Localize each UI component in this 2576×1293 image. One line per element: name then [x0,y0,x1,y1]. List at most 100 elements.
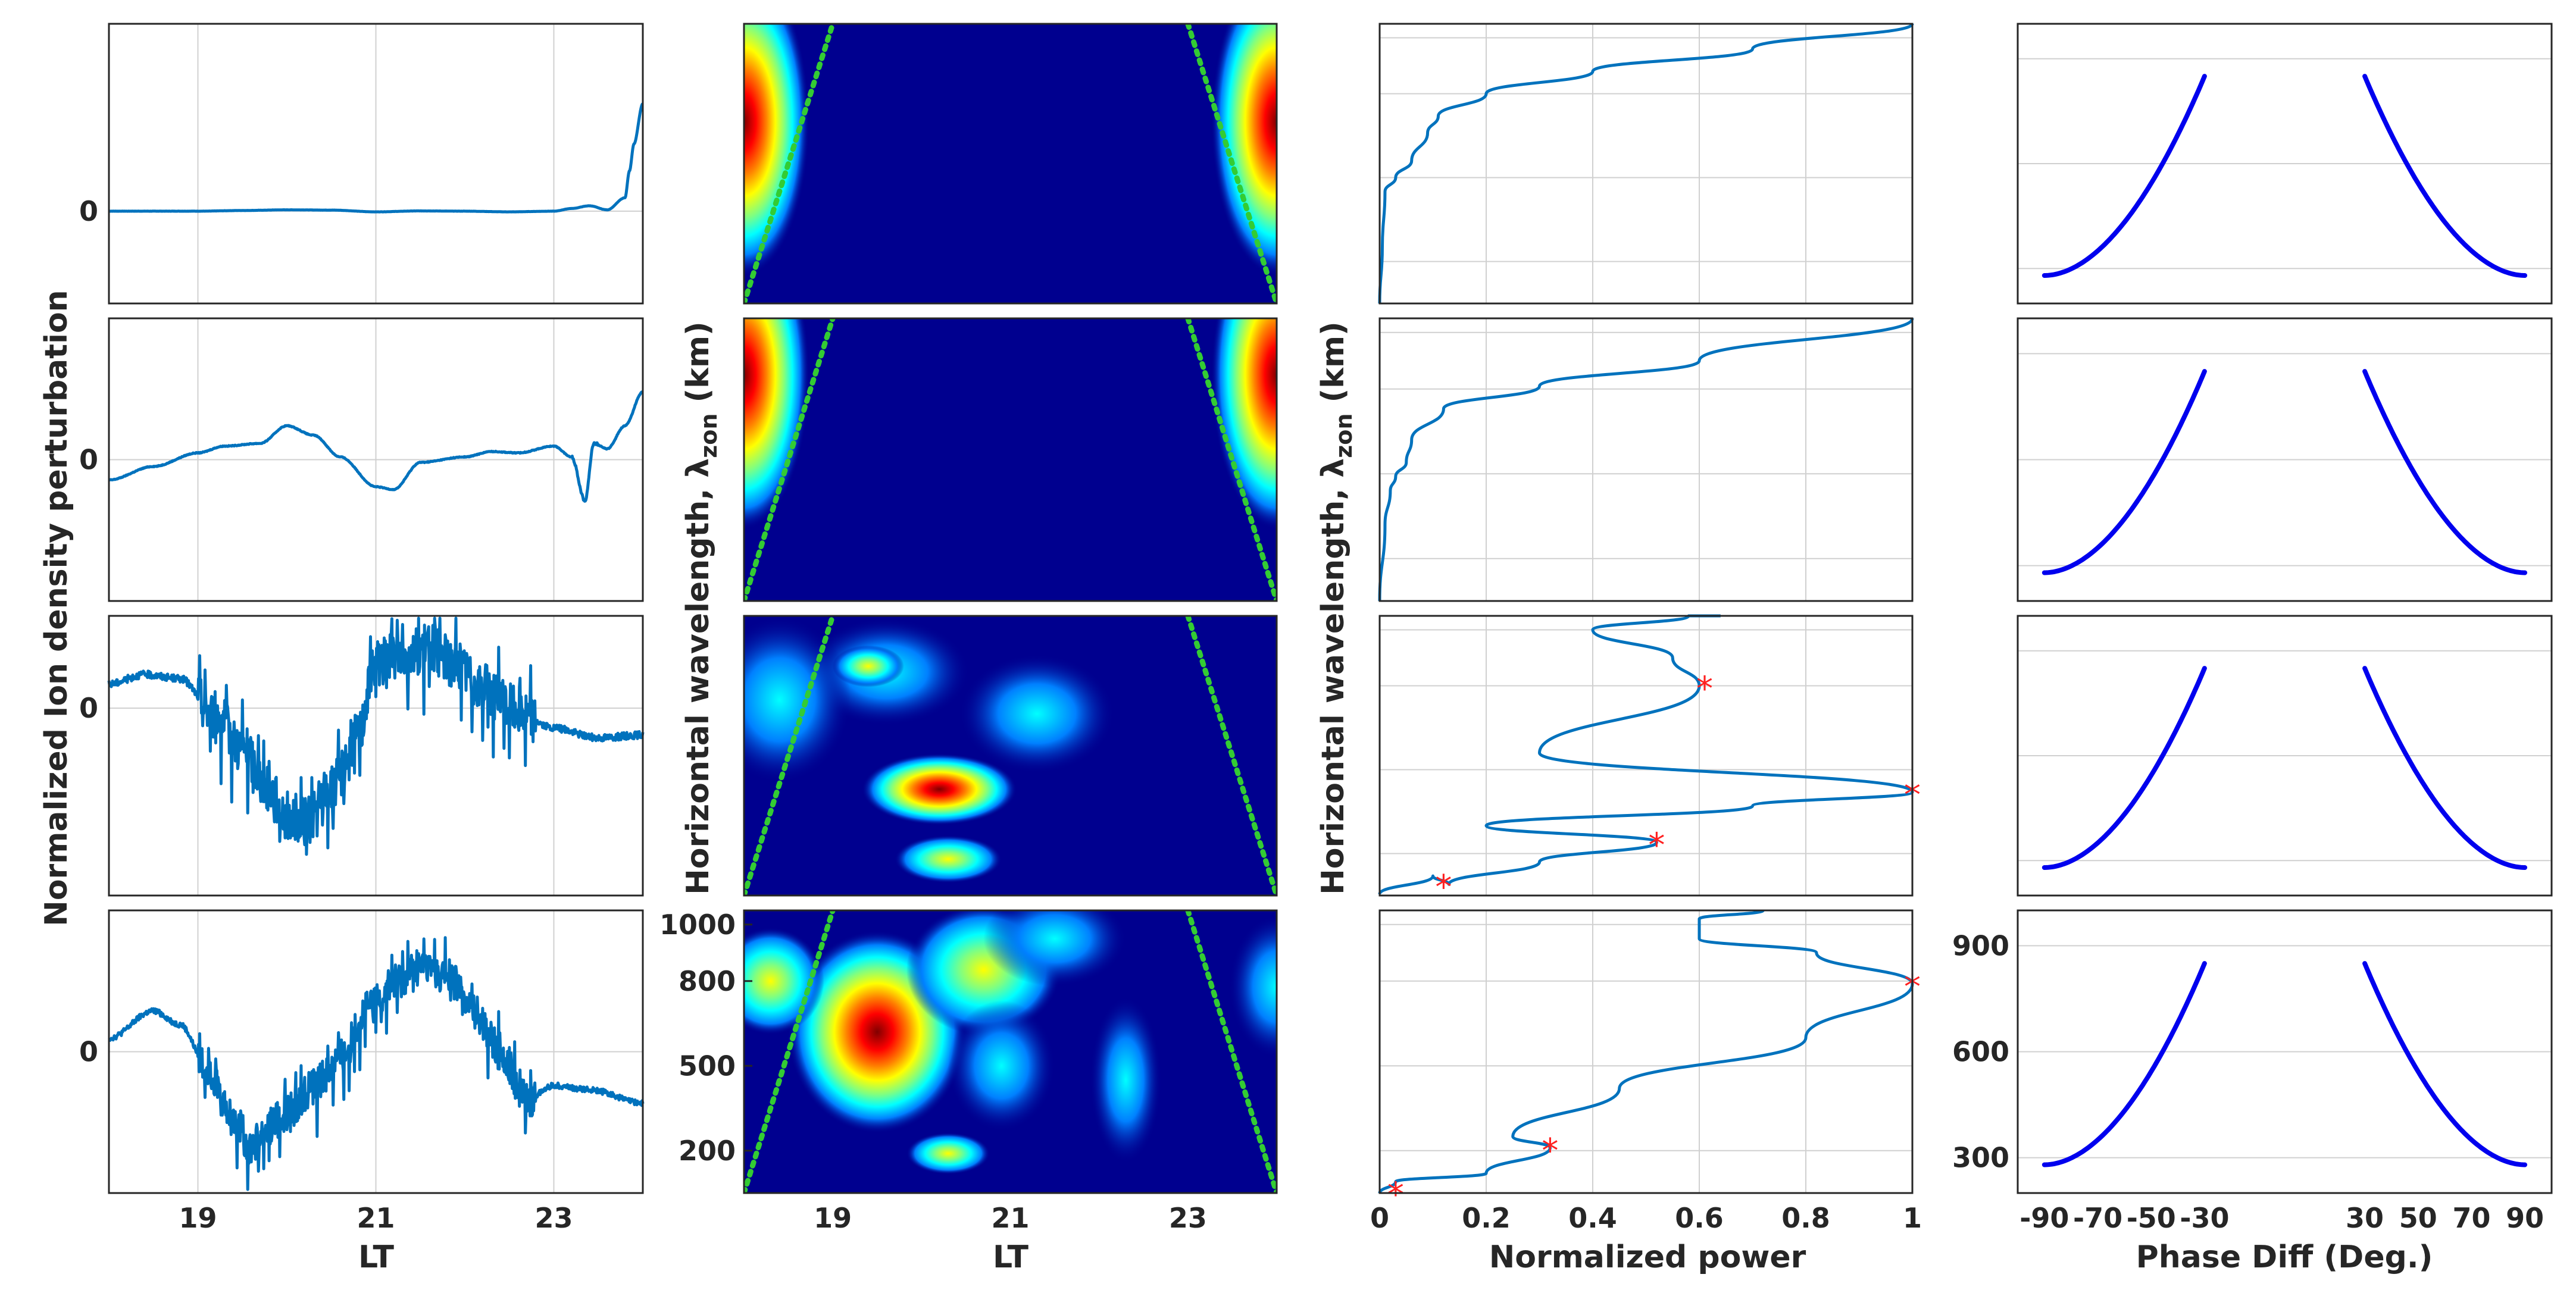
heatmap-hotspot-left [744,318,809,530]
col4-xtick-label: 50 [2399,1202,2437,1234]
col3-peak-marker: * [1387,1176,1404,1214]
col4-xlabel: Phase Diff (Deg.) [2136,1239,2433,1275]
axes-frame-c4-r3 [2017,615,2553,897]
col4-phase-curve-right [2362,961,2528,1167]
col3-ylabel-unit: (km) [1315,321,1351,413]
col2-ylabel-subscript: zon [696,414,722,458]
col2-xtick-label: 19 [814,1202,852,1234]
heatmap-hotspot-right [1211,318,1277,530]
heatmap-blob [906,1132,990,1175]
col4-phase-curve-right [2362,369,2528,575]
wavelet-heatmap-layer [744,24,1277,1193]
col4-xtick-label: -70 [2073,1202,2122,1234]
heatmap-blob [832,645,904,687]
data-layer: ******* [107,23,2528,1214]
heatmap-hotspot-left [744,24,809,277]
col4-xtick-label: -90 [2019,1202,2069,1234]
col4-phase-curve-left [2042,666,2207,870]
axes-frame-c2-r2 [743,317,1278,602]
col4-xtick-label: -30 [2180,1202,2229,1234]
cone-of-influence-right [1185,318,1277,601]
col1-signal-line [108,390,644,503]
cone-of-influence-left [744,910,836,1193]
col2-heatmap-panel [744,318,1277,601]
col3-power-line [1378,909,1914,1194]
col4-xtick-label: 30 [2346,1202,2384,1234]
heatmap-blob [895,835,1002,883]
col1-ytick-label: 0 [79,444,98,476]
col3-peak-marker: * [1648,826,1665,865]
col1-xtick-label: 21 [357,1202,395,1234]
axes-frame-c2-r3 [743,615,1278,897]
axes-frame-c2-r4 [743,909,1278,1194]
cone-of-influence-left [744,616,836,896]
col1-signal-line [108,936,645,1191]
col3-xtick-label: 0.8 [1781,1202,1830,1234]
col4-phase-curve-left [2042,369,2207,575]
col3-peak-marker: * [1696,670,1713,709]
col2-heatmap-panel [744,910,1277,1193]
col4-ytick-label: 300 [1952,1142,2009,1174]
col4-phase-curve-right [2362,666,2528,870]
col1-xtick-label: 23 [534,1202,573,1234]
col2-ylabel: Horizontal wavelength, λzon (km) [680,321,722,895]
col1-ylabel: Normalized Ion density perturbation [39,290,74,926]
col2-ytick-label: 200 [679,1135,736,1167]
heatmap-blob [1090,997,1162,1163]
axes-frame-c4-r4 [2017,909,2553,1194]
col3-peak-marker: * [1542,1132,1558,1170]
cone-of-influence-left [744,24,836,303]
col1-xtick-label: 19 [179,1202,217,1234]
col3-ylabel: Horizontal wavelength, λzon (km) [1315,321,1357,895]
col4-xtick-label: 70 [2452,1202,2490,1234]
cone-of-influence-left [744,318,836,601]
col3-power-line [1378,317,1914,602]
heatmap-blob [1229,915,1277,1059]
axes-frame-c4-r1 [2017,23,2553,305]
axes-frame-c1-r2 [108,317,644,602]
cone-of-influence-right [1185,616,1277,896]
col1-ytick-label: 0 [79,1036,98,1068]
col1-signal-line [107,616,645,856]
col4-phase-curve-left [2042,74,2207,278]
heatmap-hotspot-right [1211,24,1277,277]
col4-ytick-label: 600 [1952,1036,2009,1068]
axes-frame-c1-r3 [108,615,644,897]
col3-power-line [1378,614,1914,895]
heatmap-blob [948,1000,1055,1132]
col3-xtick-label: 0.4 [1568,1202,1617,1234]
col3-xtick-label: 0 [1370,1202,1389,1234]
col4-phase-curve-right [2362,74,2528,278]
col3-power-line [1378,23,1914,304]
col3-xtick-label: 0.6 [1675,1202,1724,1234]
heatmap-blob [983,910,1127,987]
col1-ytick-label: 0 [79,692,98,724]
col2-ytick-label: 800 [679,965,736,997]
heatmap-background [744,318,1277,601]
heatmap-blob [959,654,1115,774]
col3-xtick-label: 0.2 [1462,1202,1511,1234]
col1-xlabel: LT [358,1239,395,1275]
col2-ylabel-main: Horizontal wavelength, λ [680,458,716,895]
col3-xtick-label: 1 [1903,1202,1922,1234]
text-layer: Normalized Ion density perturbation Hori… [39,195,2544,1275]
heatmap-background [744,24,1277,303]
col2-heatmap-panel [744,24,1277,303]
axes-frame-c3-r2 [1378,317,1914,602]
axes-frame-c3-r4 [1378,909,1914,1194]
col2-ytick-label: 500 [679,1050,736,1082]
col4-xtick-label: -50 [2127,1202,2176,1234]
col3-ylabel-subscript: zon [1331,414,1357,458]
axes-frame-c3-r1 [1378,23,1914,305]
col2-heatmap-panel [744,616,1277,896]
col3-peak-marker: * [1435,868,1452,907]
axes-frame-c2-r1 [743,23,1278,305]
axes-frames-layer [108,23,2553,1194]
col3-ylabel-main: Horizontal wavelength, λ [1315,458,1351,895]
axes-frame-c3-r3 [1378,615,1914,897]
axes-frame-c4-r2 [2017,317,2553,602]
col2-xtick-label: 23 [1169,1202,1207,1234]
axes-frame-c1-r4 [108,909,644,1194]
cone-of-influence-right [1185,24,1277,303]
